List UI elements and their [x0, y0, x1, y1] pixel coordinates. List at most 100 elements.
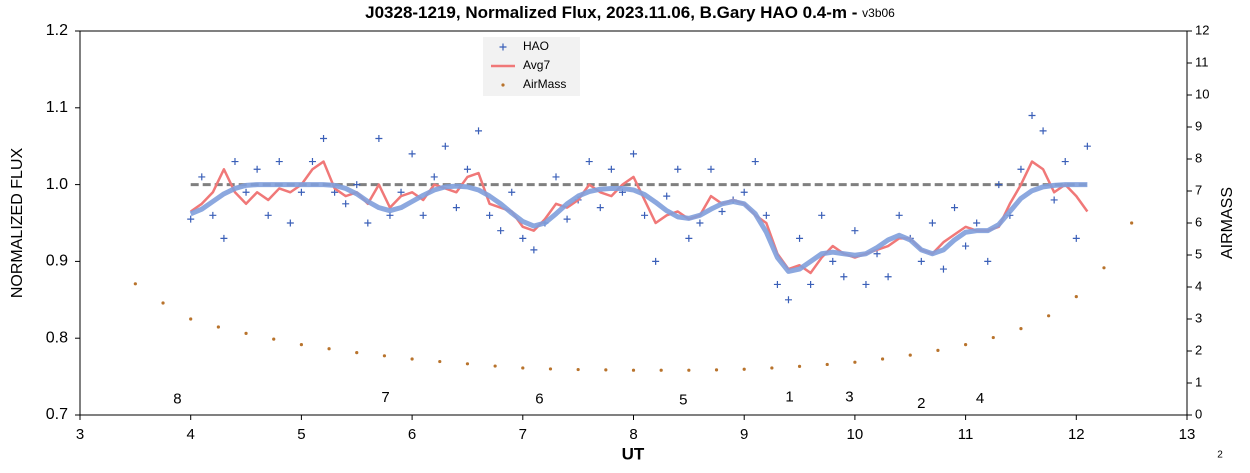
data-point [1050, 196, 1058, 204]
airmass-point [548, 367, 553, 371]
airmass-point [1047, 314, 1051, 318]
y2-tick-label: 1 [1195, 374, 1202, 389]
y2-tick-label: 4 [1195, 278, 1202, 293]
y2-tick-label: 12 [1195, 22, 1209, 37]
data-point [563, 215, 571, 223]
data-point [862, 280, 870, 288]
data-point [342, 200, 350, 208]
data-point [552, 173, 560, 181]
airmass-point [908, 353, 912, 357]
x-tick-label: 13 [1179, 426, 1196, 443]
y-tick-label: 0.8 [46, 329, 68, 346]
data-point [353, 181, 361, 189]
airmass-point [797, 364, 802, 368]
airmass-point [244, 331, 248, 335]
data-point [452, 204, 460, 212]
legend-marker [501, 83, 505, 87]
airmass-point [714, 368, 719, 372]
data-point [718, 207, 726, 215]
x-tick-label: 5 [297, 426, 305, 443]
data-point [707, 165, 715, 173]
data-point [1028, 111, 1036, 119]
data-point [840, 273, 848, 281]
data-point [297, 188, 305, 196]
data-point [884, 273, 892, 281]
y2-tick-label: 9 [1195, 118, 1202, 133]
y-tick-label: 1.0 [46, 176, 68, 193]
title-version: v3b06 [862, 6, 895, 20]
annotation: 1 [785, 388, 793, 405]
airmass-point [1074, 295, 1078, 299]
data-point [696, 219, 704, 227]
airmass-point [355, 351, 359, 355]
data-point [928, 219, 936, 227]
data-point [641, 211, 649, 219]
data-point [275, 158, 283, 166]
data-point [973, 219, 981, 227]
airmass-point [576, 367, 580, 372]
y2-tick-label: 2 [1195, 342, 1202, 357]
data-point [962, 242, 970, 250]
annotation: 3 [845, 388, 853, 405]
airmass-point [880, 357, 885, 361]
data-point [995, 181, 1003, 189]
x-tick-label: 3 [76, 426, 84, 443]
y2-tick-label: 10 [1195, 86, 1209, 101]
data-point [939, 265, 947, 273]
y-axis-label: NORMALIZED FLUX [9, 148, 26, 299]
airmass-point [465, 362, 470, 366]
airmass-point [742, 367, 746, 371]
data-point [873, 250, 881, 258]
data-point [917, 257, 925, 265]
airmass-point [189, 317, 193, 321]
airmass-point [493, 364, 497, 368]
page-number: 2 [1217, 450, 1223, 461]
data-point [209, 211, 217, 219]
data-point [231, 158, 239, 166]
data-point [364, 219, 372, 227]
series-line [189, 182, 1088, 274]
data-point [807, 280, 815, 288]
data-point [530, 246, 538, 254]
y2-tick-label: 0 [1195, 406, 1202, 421]
data-point [508, 188, 516, 196]
data-point [596, 204, 604, 212]
data-point [419, 211, 427, 219]
airmass-point [853, 360, 857, 364]
data-point [652, 257, 660, 265]
data-point [663, 192, 671, 200]
annotation: 6 [535, 391, 543, 408]
data-point [751, 158, 759, 166]
data-point [463, 165, 471, 173]
data-point [1083, 142, 1091, 150]
chart-title: J0328-1219, Normalized Flux, 2023.11.06,… [365, 3, 895, 22]
data-point [220, 234, 228, 242]
data-point [519, 234, 527, 242]
airmass-point [631, 368, 636, 372]
y2-tick-label: 11 [1195, 54, 1209, 69]
x-tick-label: 6 [408, 426, 416, 443]
data-point [375, 135, 383, 143]
x-tick-label: 9 [740, 426, 748, 443]
data-point [630, 150, 637, 158]
data-point [685, 234, 693, 242]
airmass-point [770, 366, 774, 370]
legend-marker [499, 43, 507, 51]
x-tick-label: 8 [629, 426, 637, 443]
data-point [253, 165, 261, 173]
y2-tick-label: 8 [1195, 150, 1202, 165]
airmass-point [521, 366, 525, 370]
data-point [796, 234, 804, 242]
data-point [286, 219, 294, 227]
airmass-point [299, 343, 303, 347]
airmass-point [687, 368, 691, 372]
data-point [984, 257, 992, 265]
data-point [1017, 165, 1025, 173]
data-point [784, 296, 792, 304]
airmass-point [1102, 266, 1106, 270]
data-point [441, 142, 449, 150]
data-point [740, 188, 748, 196]
y2-tick-label: 6 [1195, 214, 1202, 229]
airmass-point [1130, 221, 1134, 225]
y2-tick-label: 5 [1195, 246, 1202, 261]
